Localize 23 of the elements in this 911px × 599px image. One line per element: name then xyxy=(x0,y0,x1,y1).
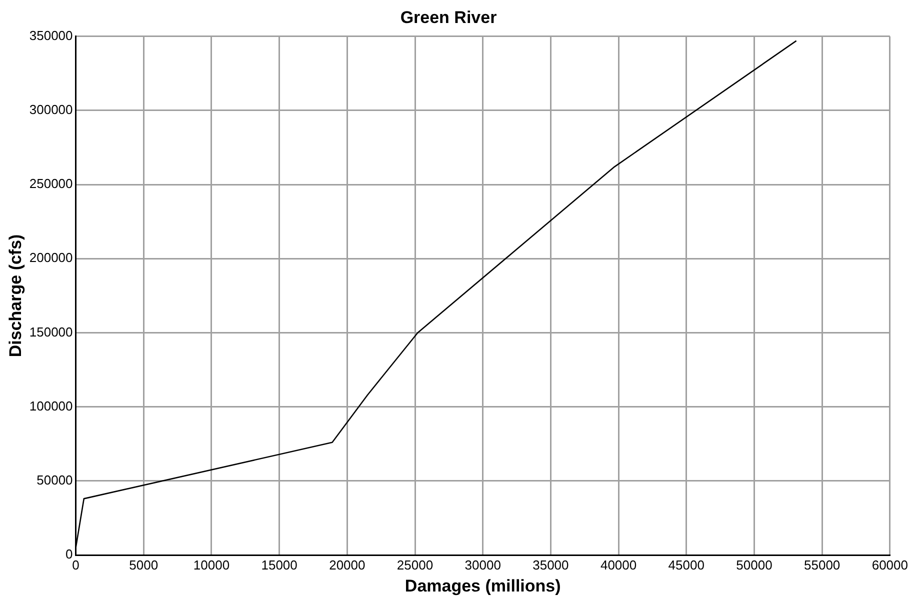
y-tick-label: 200000 xyxy=(29,250,73,266)
x-tick-label: 40000 xyxy=(600,557,637,572)
y-tick-label: 150000 xyxy=(29,324,73,340)
y-tick-label: 50000 xyxy=(36,472,73,488)
x-tick-label: 35000 xyxy=(532,557,569,572)
x-tick-label: 50000 xyxy=(736,557,772,572)
y-tick-label: 350000 xyxy=(29,28,73,43)
x-tick-label: 60000 xyxy=(872,557,908,572)
x-tick-label: 30000 xyxy=(464,557,501,572)
x-tick-label: 45000 xyxy=(668,557,704,572)
x-tick-label: 15000 xyxy=(261,557,298,572)
y-tick-label: 250000 xyxy=(29,176,73,192)
y-tick-label: 300000 xyxy=(29,102,73,118)
x-tick-label: 25000 xyxy=(396,557,434,572)
x-tick-label: 55000 xyxy=(804,557,840,572)
y-tick-label: 0 xyxy=(66,546,73,562)
y-axis-title: Discharge (cfs) xyxy=(6,234,25,358)
x-tick-label: 5000 xyxy=(129,557,158,572)
x-axis-title: Damages (millions) xyxy=(404,576,561,596)
y-tick-label: 100000 xyxy=(29,398,73,414)
x-tick-label: 10000 xyxy=(193,557,230,572)
x-tick-label: 20000 xyxy=(329,557,366,572)
chart-title: Green River xyxy=(400,8,498,27)
